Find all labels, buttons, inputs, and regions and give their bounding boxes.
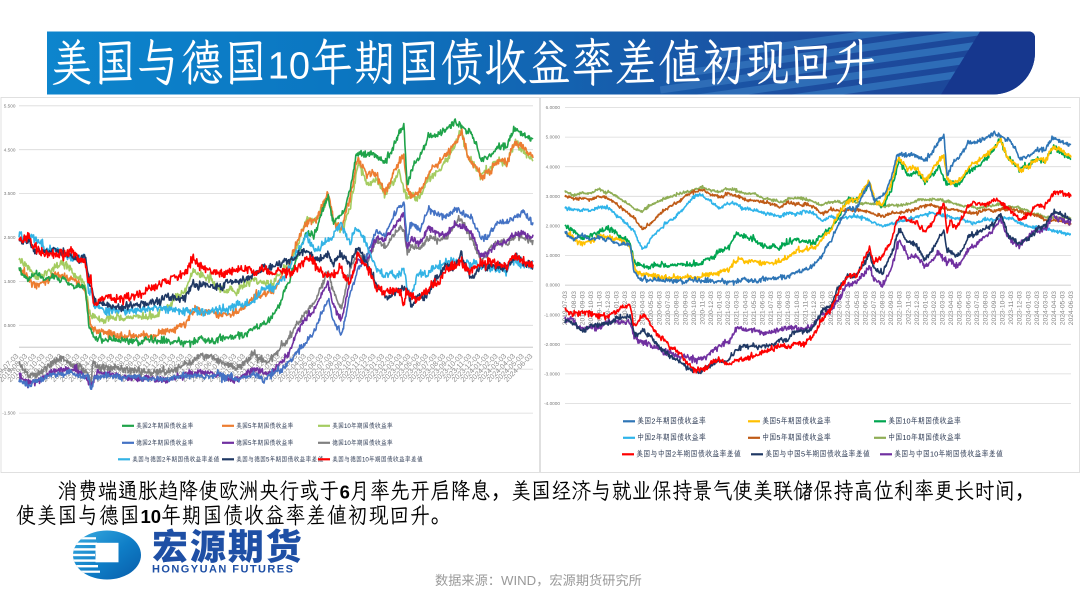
svg-text:10: 10 xyxy=(362,457,369,464)
svg-text:2020-06-03: 2020-06-03 xyxy=(657,291,664,325)
svg-text:10: 10 xyxy=(902,417,910,426)
svg-text:-1.500: -1.500 xyxy=(2,411,16,416)
svg-text:2022-07-03: 2022-07-03 xyxy=(871,291,878,325)
svg-text:2019-08-03: 2019-08-03 xyxy=(571,291,578,325)
svg-text:6: 6 xyxy=(340,482,350,503)
svg-text:-3.0000: -3.0000 xyxy=(544,372,560,377)
svg-text:4.500: 4.500 xyxy=(4,147,16,152)
svg-text:2: 2 xyxy=(672,450,676,459)
svg-text:2023-01-03: 2023-01-03 xyxy=(922,291,929,325)
svg-text:2020-09-03: 2020-09-03 xyxy=(682,291,689,325)
svg-text:2: 2 xyxy=(162,457,166,464)
svg-text:1.0000: 1.0000 xyxy=(546,253,561,258)
svg-text:2021-03-03: 2021-03-03 xyxy=(734,291,741,325)
svg-text:2023-07-03: 2023-07-03 xyxy=(974,291,981,325)
svg-text:3.0000: 3.0000 xyxy=(546,194,561,199)
svg-text:10: 10 xyxy=(902,433,910,442)
svg-text:2: 2 xyxy=(148,423,152,430)
svg-text:10: 10 xyxy=(141,506,162,527)
svg-text:HONGYUAN FUTURES: HONGYUAN FUTURES xyxy=(152,564,294,576)
svg-text:5: 5 xyxy=(248,440,252,447)
svg-text:2022-06-03: 2022-06-03 xyxy=(862,291,869,325)
svg-text:2.0000: 2.0000 xyxy=(546,224,561,229)
svg-text:2: 2 xyxy=(651,417,655,426)
svg-text:2022-05-03: 2022-05-03 xyxy=(854,291,861,325)
svg-text:2023-12-03: 2023-12-03 xyxy=(1017,291,1024,325)
svg-text:5: 5 xyxy=(776,433,780,442)
svg-text:2024-06-03: 2024-06-03 xyxy=(1068,291,1075,325)
svg-text:5: 5 xyxy=(266,457,270,464)
svg-text:2020-01-03: 2020-01-03 xyxy=(614,291,621,325)
svg-text:2020-07-03: 2020-07-03 xyxy=(665,291,672,325)
svg-text:3.500: 3.500 xyxy=(4,191,16,196)
svg-text:2023-05-03: 2023-05-03 xyxy=(957,291,964,325)
svg-text:4.0000: 4.0000 xyxy=(546,164,561,169)
svg-text:2021-04-03: 2021-04-03 xyxy=(742,291,749,325)
svg-text:2023-02-03: 2023-02-03 xyxy=(931,291,938,325)
svg-text:10: 10 xyxy=(930,450,938,459)
svg-text:-2.0000: -2.0000 xyxy=(544,342,560,347)
svg-text:2021-07-03: 2021-07-03 xyxy=(768,291,775,325)
svg-text:2020-05-03: 2020-05-03 xyxy=(648,291,655,325)
svg-text:5.500: 5.500 xyxy=(4,103,16,108)
svg-text:2021-10-03: 2021-10-03 xyxy=(794,291,801,325)
svg-text:2022-03-03: 2022-03-03 xyxy=(837,291,844,325)
svg-text:2020-03-03: 2020-03-03 xyxy=(631,291,638,325)
svg-text:-0.500: -0.500 xyxy=(2,367,16,372)
svg-text:2023-03-03: 2023-03-03 xyxy=(940,291,947,325)
svg-text:2019-11-03: 2019-11-03 xyxy=(597,291,604,325)
svg-text:2020-04-03: 2020-04-03 xyxy=(639,291,646,325)
svg-text:2024-05-03: 2024-05-03 xyxy=(1060,291,1067,325)
svg-text:2023-04-03: 2023-04-03 xyxy=(948,291,955,325)
svg-text:2021-12-03: 2021-12-03 xyxy=(811,291,818,325)
svg-text:2024-04-03: 2024-04-03 xyxy=(1051,291,1058,325)
svg-text:0.500: 0.500 xyxy=(4,323,16,328)
svg-text:2023-11-03: 2023-11-03 xyxy=(1008,291,1015,325)
svg-text:2021-01-03: 2021-01-03 xyxy=(717,291,724,325)
svg-text:2023-09-03: 2023-09-03 xyxy=(991,291,998,325)
svg-text:2021-09-03: 2021-09-03 xyxy=(785,291,792,325)
svg-text:1.500: 1.500 xyxy=(4,279,16,284)
svg-text:10: 10 xyxy=(344,440,351,447)
svg-text:6.0000: 6.0000 xyxy=(546,105,561,110)
svg-text:2023-06-03: 2023-06-03 xyxy=(965,291,972,325)
svg-text:5: 5 xyxy=(248,423,252,430)
svg-text:2022-09-03: 2022-09-03 xyxy=(888,291,895,325)
svg-text:2020-02-03: 2020-02-03 xyxy=(622,291,629,325)
svg-text:2021-06-03: 2021-06-03 xyxy=(760,291,767,325)
svg-text:2: 2 xyxy=(651,433,655,442)
svg-text:2022-12-03: 2022-12-03 xyxy=(914,291,921,325)
svg-text:-4.0000: -4.0000 xyxy=(544,401,560,406)
svg-text:5: 5 xyxy=(801,450,805,459)
svg-text:2020-11-03: 2020-11-03 xyxy=(699,291,706,325)
svg-text:2024-03-03: 2024-03-03 xyxy=(1043,291,1050,325)
svg-text:2021-05-03: 2021-05-03 xyxy=(751,291,758,325)
svg-text:2021-08-03: 2021-08-03 xyxy=(777,291,784,325)
svg-text:2019-10-03: 2019-10-03 xyxy=(588,291,595,325)
svg-text:2024-02-03: 2024-02-03 xyxy=(1034,291,1041,325)
svg-text:2023-10-03: 2023-10-03 xyxy=(1000,291,1007,325)
svg-text:0.0000: 0.0000 xyxy=(546,283,561,288)
svg-text:WIND: WIND xyxy=(501,573,536,588)
svg-text:2022-04-03: 2022-04-03 xyxy=(845,291,852,325)
svg-text:10: 10 xyxy=(344,423,351,430)
svg-text:2023-08-03: 2023-08-03 xyxy=(982,291,989,325)
svg-text:2019-12-03: 2019-12-03 xyxy=(605,291,612,325)
svg-text:2024-01-03: 2024-01-03 xyxy=(1025,291,1032,325)
svg-text:-1.0000: -1.0000 xyxy=(544,312,560,317)
svg-text:2.500: 2.500 xyxy=(4,235,16,240)
svg-text:2022-11-03: 2022-11-03 xyxy=(905,291,912,325)
svg-text:2021-11-03: 2021-11-03 xyxy=(802,291,809,325)
svg-text:10: 10 xyxy=(268,46,310,88)
svg-text:2020-12-03: 2020-12-03 xyxy=(708,291,715,325)
svg-text:2022-08-03: 2022-08-03 xyxy=(880,291,887,325)
svg-text:5.0000: 5.0000 xyxy=(546,135,561,140)
svg-text:2020-08-03: 2020-08-03 xyxy=(674,291,681,325)
svg-text:2021-02-03: 2021-02-03 xyxy=(725,291,732,325)
svg-text:5: 5 xyxy=(776,417,780,426)
svg-text:2: 2 xyxy=(148,440,152,447)
svg-text:2022-10-03: 2022-10-03 xyxy=(897,291,904,325)
svg-text:2019-09-03: 2019-09-03 xyxy=(579,291,586,325)
svg-text:2020-10-03: 2020-10-03 xyxy=(691,291,698,325)
